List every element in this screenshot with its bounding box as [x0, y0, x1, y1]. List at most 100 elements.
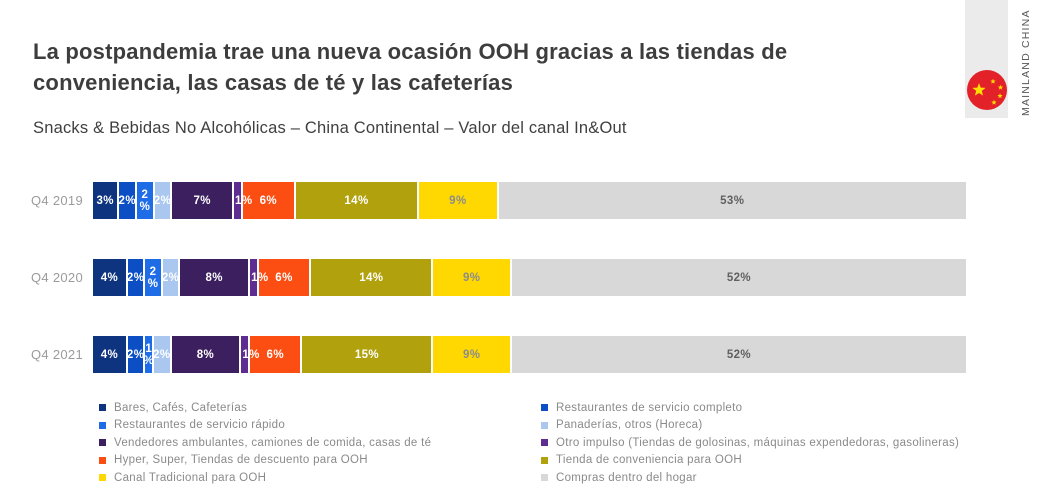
legend-item: Panaderías, otros (Horeca) — [541, 417, 959, 435]
bar-segment: 2% — [126, 336, 146, 373]
bar-segment: 52% — [511, 336, 966, 373]
legend-label: Compras dentro del hogar — [556, 471, 697, 484]
bar-segment-value: 3% — [96, 194, 114, 207]
legend-swatch — [99, 456, 106, 464]
bar-segment: 6% — [258, 259, 312, 296]
bar-segment: 1% — [234, 182, 252, 219]
bar-segment: 1% — [241, 336, 259, 373]
legend-swatch — [99, 474, 106, 482]
legend-swatch — [541, 474, 548, 482]
legend-swatch — [99, 404, 106, 412]
legend-swatch — [541, 439, 548, 447]
bar-segment-value: 2% — [126, 348, 145, 361]
bar-track: 3% 2% 2 % 2% 7% 1% 6% 14% 9% 53% — [93, 182, 966, 219]
legend-swatch — [541, 421, 548, 429]
bar-segment-value: 9% — [462, 348, 481, 361]
bar-track: 4% 2% 2 % 2% 8% 1% 6% 14% 9% 52% — [93, 259, 966, 296]
bar-segment: 53% — [498, 182, 966, 219]
bar-segment: 14% — [295, 182, 420, 219]
bar-segment-value: 7% — [193, 194, 211, 207]
bar-segment-value: 52% — [726, 271, 752, 284]
bar-category-label: Q4 2019 — [31, 193, 83, 208]
bar-segment: 1% — [250, 259, 268, 296]
bar-segment-value: 4% — [100, 271, 119, 284]
legend-item: Hyper, Super, Tiendas de descuento para … — [99, 452, 431, 470]
bar-segment-value: 6% — [259, 194, 278, 207]
legend-label: Vendedores ambulantes, camiones de comid… — [114, 436, 432, 449]
chart-row: Q4 2020 4% 2% 2 % 2% 8% 1% 6% 14% 9% 52% — [0, 259, 966, 296]
flag-circle — [967, 70, 1007, 110]
bar-segment-value: 6% — [275, 271, 293, 284]
region-label: MAINLAND CHINA — [1020, 9, 1032, 116]
legend-item: Vendedores ambulantes, camiones de comid… — [99, 434, 431, 452]
bar-segment: 1 % — [143, 336, 155, 373]
bar-segment: 52% — [511, 259, 966, 296]
bar-segment: 6% — [250, 336, 303, 373]
bar-segment-value: 14% — [344, 194, 369, 207]
flag-star — [991, 99, 997, 105]
bar-segment: 8% — [171, 336, 242, 373]
flag-star — [990, 78, 996, 84]
bar-segment: 8% — [180, 259, 251, 296]
legend-item: Compras dentro del hogar — [541, 469, 959, 487]
bar-segment: 14% — [311, 259, 434, 296]
bar-segment: 2% — [161, 259, 181, 296]
legend-column: Bares, Cafés, Cafeterías Restaurantes de … — [99, 399, 431, 487]
bar-segment-value: 8% — [205, 271, 223, 284]
legend-column: Restaurantes de servicio completo Panader… — [541, 399, 959, 487]
bar-segment-value: 1% — [235, 194, 253, 207]
chart-row: Q4 2021 4% 2% 1 % 2% 8% 1% 6% 15% 9% 52% — [0, 336, 966, 373]
bar-segment: 15% — [302, 336, 434, 373]
flag-star — [997, 84, 1004, 90]
bar-segment: 2% — [153, 336, 172, 373]
bar-segment: 9% — [433, 259, 512, 296]
bar-segment-value: 52% — [726, 348, 752, 361]
bar-segment-value: 9% — [462, 271, 481, 284]
bar-segment-value: 15% — [354, 348, 380, 361]
legend-label: Canal Tradicional para OOH — [114, 471, 267, 484]
flag-star — [997, 93, 1003, 99]
legend-label: Tienda de conveniencia para OOH — [556, 454, 742, 467]
bar-segment-value: 4% — [100, 348, 119, 361]
page-subtitle: Snacks & Bebidas No Alcohólicas – China … — [33, 119, 627, 137]
bar-segment-value: 2 % — [139, 188, 151, 213]
legend-item: Restaurantes de servicio rápido — [99, 417, 431, 435]
bar-segment: 2% — [153, 182, 173, 219]
bar-segment: 2 % — [145, 259, 163, 296]
bar-segment-value: 2% — [161, 271, 180, 284]
legend-item: Bares, Cafés, Cafeterías — [99, 399, 431, 417]
legend-label: Panaderías, otros (Horeca) — [556, 419, 703, 432]
chart-row: Q4 2019 3% 2% 2 % 2% 7% 1% 6% 14% 9% 53% — [0, 182, 966, 219]
bar-segment-value: 1% — [242, 348, 260, 361]
bar-segment-value: 1 % — [143, 342, 155, 367]
legend-item: Otro impulso (Tiendas de golosinas, máqu… — [541, 434, 959, 452]
bar-category-label: Q4 2021 — [31, 347, 83, 362]
legend-label: Restaurantes de servicio rápido — [114, 419, 286, 432]
legend-label: Restaurantes de servicio completo — [556, 401, 743, 414]
legend-label: Bares, Cafés, Cafeterías — [114, 401, 248, 414]
legend-label: Hyper, Super, Tiendas de descuento para … — [114, 454, 368, 467]
bar-segment-value: 2% — [153, 194, 172, 207]
legend-swatch — [99, 439, 106, 447]
bar-segment: 2 % — [137, 182, 155, 219]
legend-label: Otro impulso (Tiendas de golosinas, máqu… — [556, 436, 960, 449]
china-flag-icon — [967, 70, 1007, 110]
bar-segment: 6% — [242, 182, 296, 219]
bar-segment: 4% — [93, 259, 128, 296]
bar-segment-value: 2% — [153, 348, 171, 361]
bar-track: 4% 2% 1 % 2% 8% 1% 6% 15% 9% 52% — [93, 336, 966, 373]
stacked-bar-chart: Q4 2019 3% 2% 2 % 2% 7% 1% 6% 14% 9% 53% Q4 2020 4% 2… — [0, 182, 966, 413]
bar-segment-value: 8% — [196, 348, 215, 361]
bar-segment-value: 53% — [720, 194, 745, 207]
bar-segment: 7% — [172, 182, 235, 219]
bar-segment-value: 2% — [118, 194, 136, 207]
flag-star — [972, 83, 986, 96]
legend-item: Canal Tradicional para OOH — [99, 469, 431, 487]
page-title: La postpandemia trae una nueva ocasión O… — [33, 39, 788, 95]
legend-swatch — [541, 456, 548, 464]
legend-item: Restaurantes de servicio completo — [541, 399, 959, 417]
legend-swatch — [541, 404, 548, 412]
bar-segment-value: 2% — [126, 271, 145, 284]
bar-segment-value: 14% — [359, 271, 384, 284]
